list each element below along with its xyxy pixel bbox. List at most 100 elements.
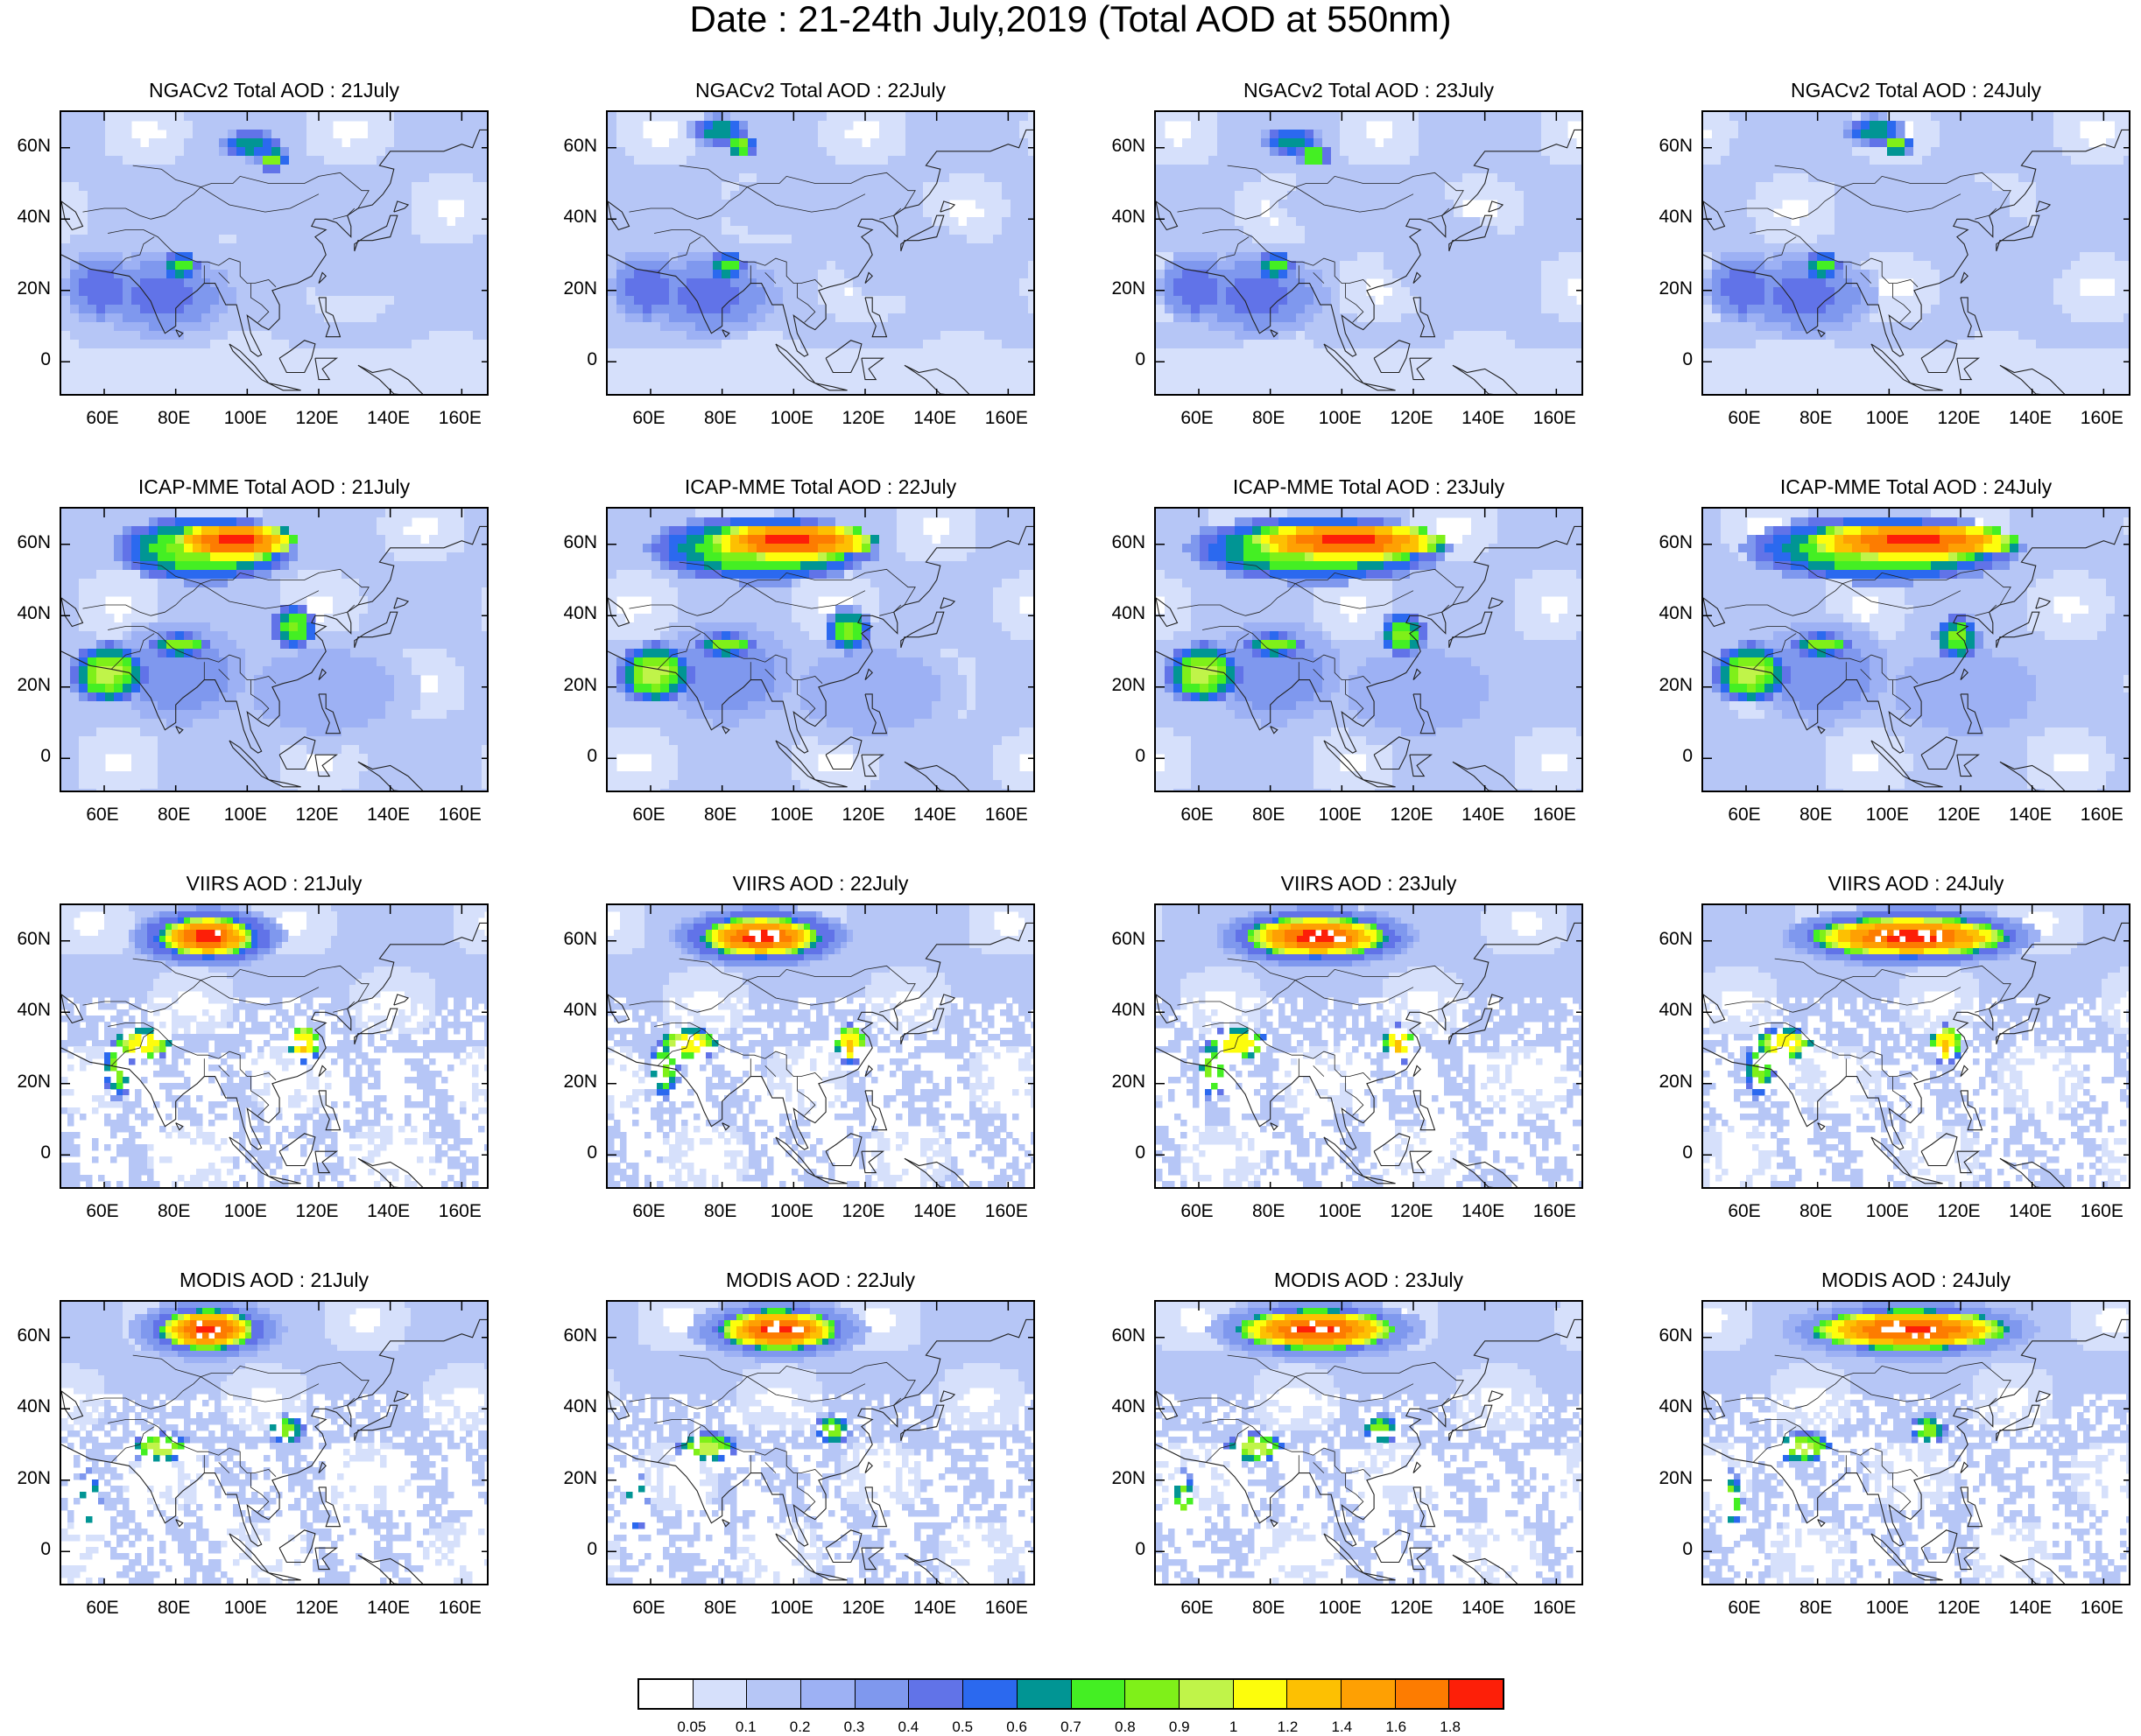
aod-map [60,507,489,792]
lat-tick-label: 20N [1093,675,1145,696]
lon-tick-label: 140E [1453,1598,1514,1619]
lon-tick-label: 140E [2000,1201,2061,1222]
lon-tick-label: 60E [1166,805,1228,826]
colorbar-label: 0.7 [1045,1718,1097,1736]
lon-tick-label: 140E [358,1598,419,1619]
lon-tick-label: 100E [215,805,276,826]
lon-tick-label: 120E [833,408,894,429]
colorbar-swatch [963,1680,1018,1708]
lon-tick-label: 120E [1381,408,1442,429]
panel-title: NGACv2 Total AOD : 24July [1701,79,2130,102]
lon-tick-label: 120E [1928,805,1990,826]
aod-field-svg [1703,905,2130,1189]
lat-tick-label: 0 [1640,349,1693,370]
lon-tick-label: 100E [1309,1598,1370,1619]
lat-tick-label: 20N [1093,1468,1145,1489]
lon-tick-label: 80E [144,1201,205,1222]
lat-tick-label: 40N [0,207,51,228]
lon-tick-label: 160E [429,1201,490,1222]
lon-tick-label: 100E [1856,1598,1918,1619]
colorbar-swatch [1287,1680,1342,1708]
lon-tick-label: 80E [690,1598,751,1619]
lon-tick-label: 160E [429,408,490,429]
colorbar-label: 0.4 [882,1718,934,1736]
colorbar-swatch [1018,1680,1072,1708]
lon-tick-label: 100E [1309,408,1370,429]
aod-field-svg [608,905,1035,1189]
lon-tick-label: 140E [2000,805,2061,826]
lon-tick-label: 120E [1928,408,1990,429]
lat-tick-label: 20N [0,675,51,696]
colorbar-swatch [1449,1680,1503,1708]
colorbar [637,1678,1504,1710]
lat-tick-label: 40N [1093,207,1145,228]
aod-field-svg [608,1302,1035,1585]
lon-tick-label: 140E [905,805,966,826]
lon-tick-label: 100E [761,408,822,429]
aod-field-svg [608,112,1035,396]
panel-title: NGACv2 Total AOD : 23July [1154,79,1583,102]
lon-tick-label: 160E [975,805,1037,826]
lon-tick-label: 120E [286,1598,348,1619]
lat-tick-label: 60N [0,136,51,157]
aod-map [60,1300,489,1585]
lat-tick-label: 0 [1093,1142,1145,1163]
lat-tick-label: 60N [1640,929,1693,950]
lat-tick-label: 0 [545,349,597,370]
lat-tick-label: 60N [545,929,597,950]
lon-tick-label: 60E [72,408,133,429]
lon-tick-label: 120E [833,1201,894,1222]
lon-tick-label: 80E [1238,408,1299,429]
lat-tick-label: 20N [545,278,597,299]
lat-tick-label: 20N [1093,278,1145,299]
lat-tick-label: 40N [0,1396,51,1417]
panel-title: MODIS AOD : 23July [1154,1269,1583,1291]
lat-tick-label: 40N [1640,207,1693,228]
lon-tick-label: 160E [1524,1598,1585,1619]
lat-tick-label: 60N [1093,532,1145,553]
lon-tick-label: 160E [975,408,1037,429]
lon-tick-label: 80E [690,805,751,826]
lat-tick-label: 0 [1093,1539,1145,1560]
lon-tick-label: 140E [1453,408,1514,429]
lon-tick-label: 160E [2071,805,2132,826]
coastline [865,1462,872,1472]
lon-tick-label: 100E [215,1201,276,1222]
lon-tick-label: 60E [72,1201,133,1222]
lon-tick-label: 140E [905,1201,966,1222]
lon-tick-label: 120E [1928,1598,1990,1619]
lon-tick-label: 120E [286,408,348,429]
aod-field-svg [1156,1302,1583,1585]
lon-tick-label: 100E [215,408,276,429]
lon-tick-label: 100E [215,1598,276,1619]
colorbar-swatch [1342,1680,1396,1708]
colorbar-swatch [1072,1680,1126,1708]
lat-tick-label: 20N [545,1468,597,1489]
lon-tick-label: 60E [1166,1201,1228,1222]
lat-tick-label: 0 [0,1539,51,1560]
colorbar-label: 1.6 [1370,1718,1422,1736]
lon-tick-label: 120E [286,805,348,826]
lon-tick-label: 100E [1856,408,1918,429]
lon-tick-label: 80E [1785,805,1847,826]
lat-tick-label: 20N [1093,1072,1145,1093]
aod-field-svg [1156,905,1583,1189]
colorbar-swatch [747,1680,801,1708]
panel-title: MODIS AOD : 22July [606,1269,1035,1291]
lat-tick-label: 0 [1093,746,1145,767]
lon-tick-label: 80E [1785,1201,1847,1222]
lat-tick-label: 0 [0,746,51,767]
lon-tick-label: 60E [1714,408,1775,429]
lon-tick-label: 160E [975,1201,1037,1222]
aod-map [606,110,1035,396]
colorbar-label: 0.2 [774,1718,827,1736]
lon-tick-label: 80E [144,1598,205,1619]
lon-tick-label: 60E [618,805,680,826]
